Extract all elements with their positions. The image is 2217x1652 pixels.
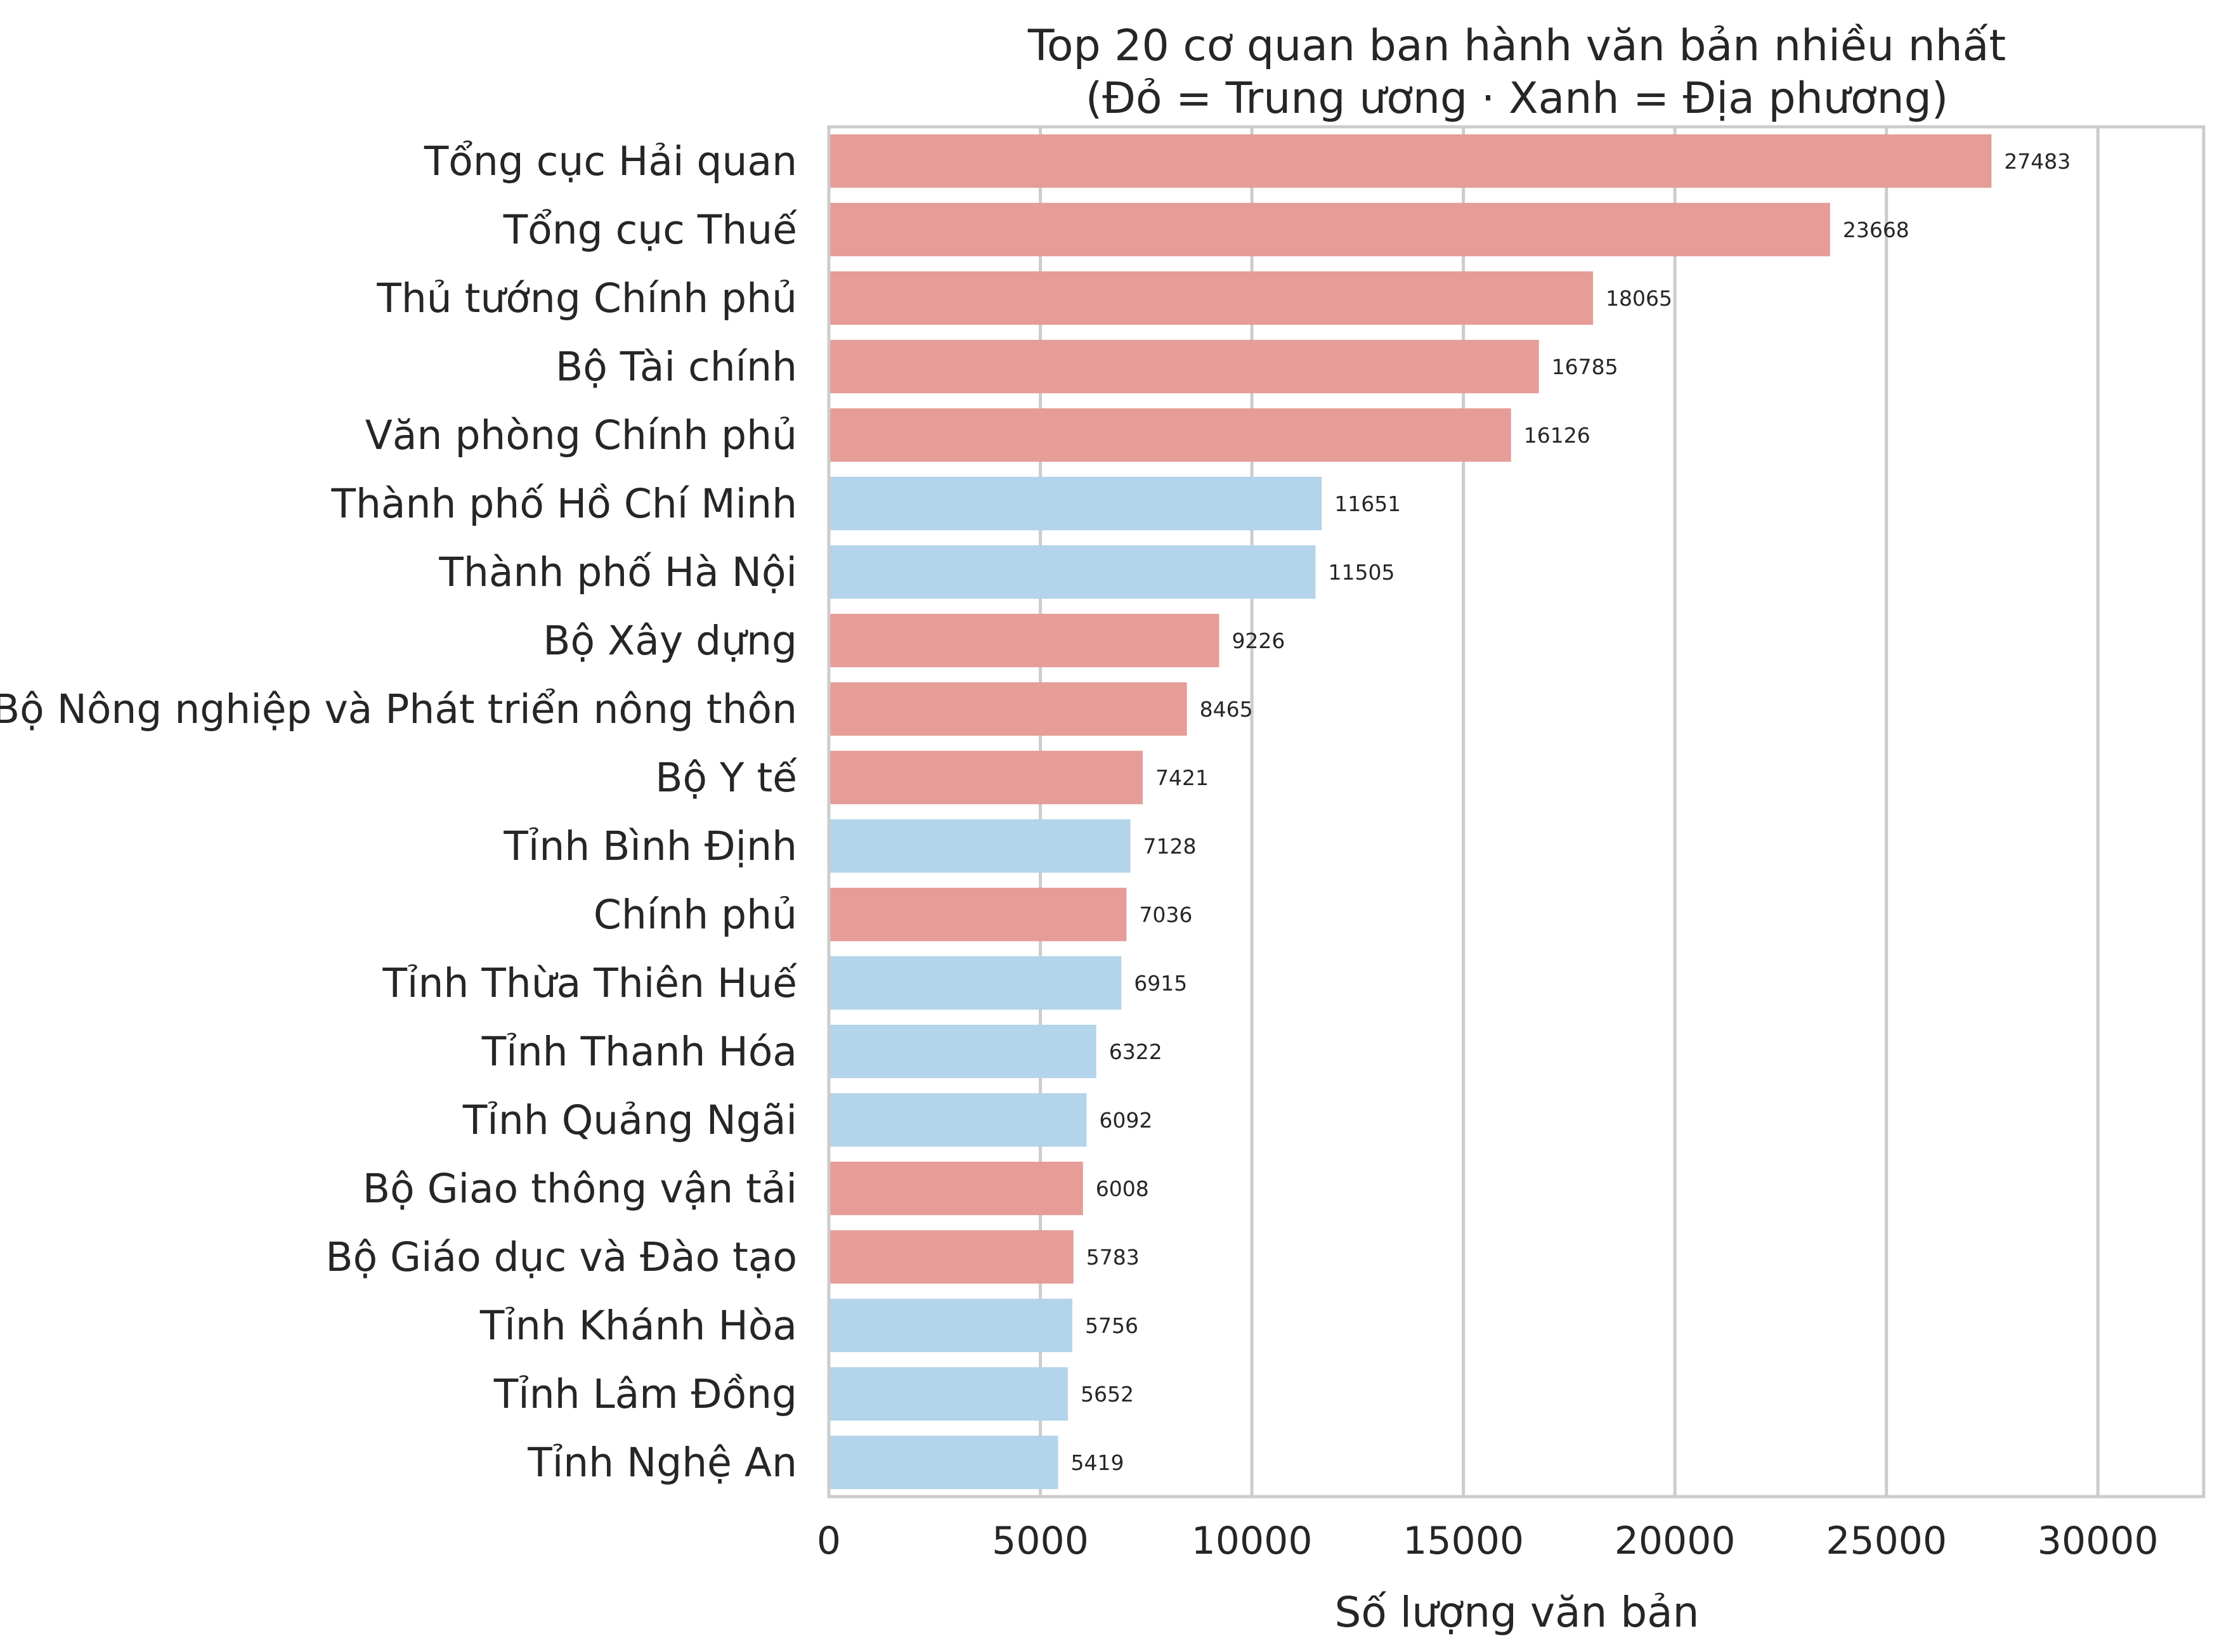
- bar-value-label: 6322: [1109, 1039, 1162, 1064]
- category-label: Tỉnh Bình Định: [503, 823, 797, 869]
- bar-value-label: 5419: [1070, 1450, 1124, 1475]
- plot-frame: [827, 125, 2206, 1499]
- bar-value-label: 11505: [1328, 560, 1395, 585]
- bar: [829, 750, 1143, 805]
- chart-subtitle: (Đỏ = Trung ương · Xanh = Địa phương): [1086, 74, 1949, 124]
- value-labels: 27483 23668 18065 16785 16126 11651 11505 9226 8…: [1070, 149, 2071, 1475]
- category-label: Thủ tướng Chính phủ: [376, 275, 797, 322]
- bar-value-label: 23668: [1843, 218, 1909, 242]
- bar: [829, 1093, 1087, 1147]
- bar: [829, 476, 1322, 531]
- x-tick-label: 20000: [1615, 1519, 1736, 1563]
- bar-value-label: 6008: [1096, 1176, 1149, 1201]
- category-label: Bộ Xây dựng: [543, 618, 797, 664]
- chart-title: Top 20 cơ quan ban hành văn bản nhiều nh…: [1027, 21, 2006, 71]
- bar-value-label: 18065: [1606, 286, 1672, 311]
- category-label: Tỉnh Khánh Hòa: [479, 1303, 797, 1349]
- x-tick-label: 10000: [1192, 1519, 1313, 1563]
- bar: [829, 134, 1992, 188]
- category-labels: Tổng cục Hải quan Tổng cục Thuế Thủ tướng …: [0, 138, 797, 1486]
- x-tick-label: 15000: [1403, 1519, 1524, 1563]
- bar: [829, 339, 1539, 394]
- bar: [829, 271, 1594, 325]
- bar-value-label: 6092: [1099, 1108, 1152, 1133]
- bar-value-label: 16126: [1524, 423, 1590, 448]
- category-label: Bộ Y tế: [655, 755, 797, 801]
- category-label: Thành phố Hà Nội: [438, 549, 797, 595]
- x-axis-label: Số lượng văn bản: [1335, 1588, 1700, 1637]
- bar: [829, 1435, 1058, 1490]
- category-label: Văn phòng Chính phủ: [365, 412, 797, 459]
- grid-lines: [1039, 127, 2100, 1497]
- bar-value-label: 5783: [1086, 1245, 1140, 1270]
- category-label: Tổng cục Thuế: [503, 207, 798, 253]
- category-label: Tỉnh Lâm Đồng: [493, 1371, 797, 1417]
- x-tick-label: 25000: [1826, 1519, 1947, 1563]
- category-label: Tỉnh Nghệ An: [527, 1440, 797, 1486]
- bar: [829, 545, 1316, 599]
- bar-value-label: 5756: [1085, 1313, 1138, 1338]
- category-label: Bộ Giao thông vận tải: [363, 1166, 797, 1212]
- category-label: Bộ Tài chính: [556, 344, 797, 390]
- bar-value-label: 7421: [1155, 765, 1209, 790]
- bar: [829, 1298, 1072, 1353]
- bar-value-label: 8465: [1200, 697, 1253, 722]
- category-label: Bộ Nông nghiệp và Phát triển nông thôn: [0, 686, 797, 732]
- category-label: Tổng cục Hải quan: [424, 138, 797, 185]
- x-tick-label: 5000: [992, 1519, 1089, 1563]
- bar: [829, 1024, 1096, 1079]
- bar: [829, 1161, 1083, 1216]
- bar-value-label: 6915: [1134, 971, 1187, 996]
- category-label: Chính phủ: [594, 892, 797, 938]
- bar-value-label: 16785: [1552, 354, 1618, 379]
- bar: [829, 1367, 1069, 1421]
- bar-value-label: 11651: [1334, 491, 1401, 516]
- category-label: Tỉnh Thanh Hóa: [481, 1029, 797, 1075]
- category-label: Tỉnh Thừa Thiên Huế: [382, 960, 797, 1006]
- bar-value-label: 9226: [1232, 628, 1285, 653]
- bars: [829, 134, 1992, 1490]
- bar: [829, 956, 1122, 1010]
- bar: [829, 408, 1511, 462]
- x-tick-labels: 0 5000 10000 15000 20000 25000 30000: [817, 1519, 2159, 1563]
- bar-value-label: 5652: [1081, 1382, 1134, 1407]
- bar: [829, 887, 1127, 942]
- bar-value-label: 7036: [1139, 902, 1192, 927]
- bar: [829, 682, 1187, 736]
- x-tick-label: 0: [817, 1519, 841, 1563]
- category-label: Bộ Giáo dục và Đào tạo: [325, 1234, 797, 1280]
- bar: [829, 819, 1131, 873]
- bar: [829, 613, 1219, 668]
- bar-value-label: 7128: [1143, 834, 1196, 859]
- category-label: Thành phố Hồ Chí Minh: [331, 481, 798, 527]
- x-tick-label: 30000: [2038, 1519, 2159, 1563]
- bar-value-label: 27483: [2004, 149, 2071, 174]
- category-label: Tỉnh Quảng Ngãi: [462, 1097, 797, 1143]
- bar: [829, 1230, 1074, 1284]
- bar: [829, 202, 1830, 257]
